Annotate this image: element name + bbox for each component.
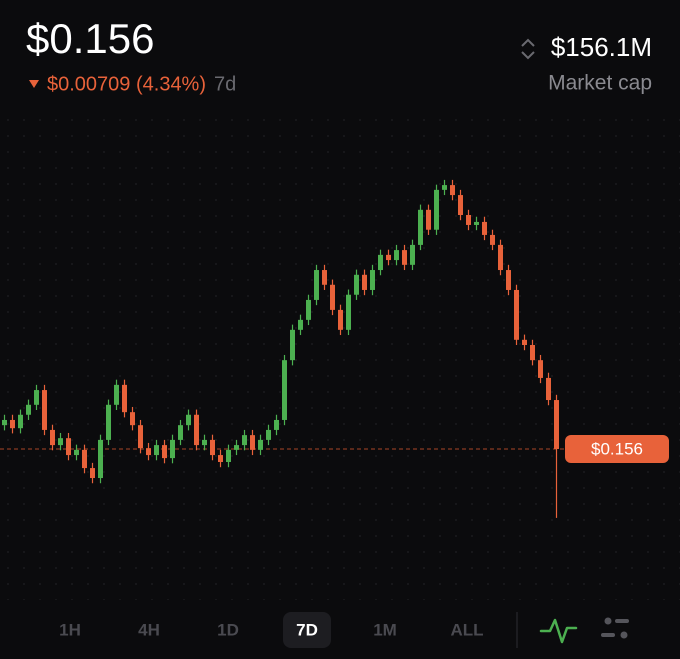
candle-body (178, 425, 183, 440)
candle-body (498, 244, 503, 271)
candle-body (42, 390, 47, 430)
last-price-label: $0.156 (591, 439, 643, 458)
candle-body (26, 404, 31, 415)
candle-body (346, 294, 351, 330)
candle-body (330, 284, 335, 310)
candle-body (418, 209, 423, 245)
candle-body (162, 445, 167, 459)
candle-body (250, 435, 255, 450)
candle-body (386, 254, 391, 261)
candle-body (194, 414, 199, 446)
market-cap: $156.1M (551, 32, 652, 62)
candle-body (18, 414, 23, 429)
candle-body (354, 274, 359, 295)
candle-body (66, 438, 71, 456)
candle-body (210, 439, 215, 456)
candle-body (10, 419, 15, 429)
candle-body (34, 390, 39, 405)
sort-icon (521, 38, 535, 60)
candle-body (370, 270, 375, 290)
candle-body (170, 439, 175, 459)
candle-body (50, 429, 55, 446)
candle-body (114, 384, 119, 405)
range-button[interactable]: ALL (450, 620, 483, 639)
candle-body (290, 329, 295, 361)
period: 7d (214, 73, 236, 95)
price: $0.156 (26, 15, 154, 62)
candle-body (402, 250, 407, 265)
line-chart-icon[interactable] (539, 618, 578, 644)
candle-body (122, 384, 127, 413)
range-button[interactable]: 1D (217, 620, 239, 639)
candle-body (274, 419, 279, 430)
selected-range-bg (283, 612, 331, 648)
down-arrow (29, 80, 39, 88)
last-price-pill (565, 435, 669, 463)
candle-body (58, 438, 63, 446)
range-button[interactable]: 4H (138, 620, 160, 639)
candle-body (226, 449, 231, 462)
candle-body (138, 425, 143, 449)
candle-body (458, 195, 463, 215)
market-cap-label: Market cap (548, 72, 652, 95)
candle-body (482, 221, 487, 235)
candle-body (394, 250, 399, 261)
candle-body (218, 455, 223, 462)
candle-body (466, 215, 471, 225)
candle-body (506, 270, 511, 290)
dot-grid (0, 110, 680, 600)
candle-body (82, 449, 87, 469)
chart: $0.156 (0, 179, 669, 518)
candle-body (522, 339, 527, 345)
candle-body (322, 270, 327, 285)
candle-body (202, 439, 207, 446)
candle-body (554, 400, 559, 449)
candle-body (450, 185, 455, 196)
range-button[interactable]: 7D (296, 620, 318, 639)
candle-body (298, 319, 303, 330)
candle-body (98, 439, 103, 479)
candle-body (130, 412, 135, 426)
candle-body (282, 360, 287, 420)
candle-body (258, 439, 263, 450)
candle-body (306, 299, 311, 320)
candle-body (426, 209, 431, 230)
candle-body (74, 449, 79, 456)
candle-body (186, 414, 191, 426)
range-button[interactable]: 1M (373, 620, 397, 639)
candle-body (546, 377, 551, 401)
candle-body (538, 360, 543, 378)
candle-body (362, 274, 367, 290)
candle-body (106, 404, 111, 440)
candle-body (338, 309, 343, 330)
candle-body (146, 448, 151, 456)
candle-body (154, 445, 159, 456)
candle-body (434, 189, 439, 230)
price-change: $0.00709 (4.34%) (47, 73, 206, 95)
candle-body (442, 185, 447, 190)
candle-body (514, 289, 519, 340)
settings-icon[interactable] (601, 617, 629, 639)
candle-body (242, 435, 247, 446)
candle-body (474, 221, 479, 225)
candle-body (530, 345, 535, 361)
candle-body (266, 429, 271, 440)
range-button[interactable]: 1H (59, 620, 81, 639)
candle-body (2, 419, 7, 426)
candle-body (234, 445, 239, 450)
candle-body (314, 270, 319, 300)
candle-body (490, 234, 495, 245)
toolbar: 1H 4H 1D 7D 1M ALL (59, 612, 484, 648)
candle-body (378, 254, 383, 271)
candle-body (90, 468, 95, 479)
candle-body (410, 244, 415, 265)
